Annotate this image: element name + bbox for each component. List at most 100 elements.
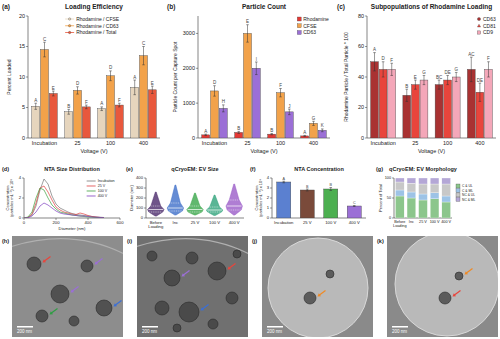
legend: Incubation25 V100 V400 V: [87, 179, 115, 198]
annotation: B: [237, 126, 240, 131]
text-line: (particles mL⁻¹) x 10⁹: [258, 179, 263, 217]
legend-swatch: [87, 190, 96, 191]
y-tick-label: 50: [387, 196, 391, 200]
x-axis-label: Voltage (V): [80, 148, 107, 154]
x-tick-label: 600: [117, 220, 125, 225]
quartile: [149, 212, 162, 213]
x-tick-label: BeforeLoading: [393, 220, 407, 228]
vesicle: [208, 319, 218, 329]
image-background: [137, 236, 248, 337]
line: [24, 186, 104, 218]
annotation: F: [118, 98, 121, 103]
panel-label: (i): [127, 238, 132, 244]
x-axis: [24, 218, 120, 219]
bar: [403, 95, 411, 138]
bar-segment: [419, 200, 428, 218]
annotation: F: [390, 58, 393, 63]
error-bar: [67, 109, 70, 114]
carbon-hole: [395, 236, 498, 336]
error-bar: [321, 129, 324, 132]
y-tick-label: 100: [136, 205, 144, 210]
y-tick: [144, 208, 146, 209]
x-tick-label: 400: [85, 220, 93, 225]
y-axis-label: Percent Loaded: [6, 59, 12, 95]
annotation: A: [133, 75, 136, 80]
y-tick-label: 40: [358, 74, 364, 80]
image-background: [12, 236, 123, 337]
error-bar: [133, 80, 136, 95]
bar: [277, 93, 285, 138]
x-tick-label: Incubation: [202, 140, 227, 146]
error-bar: [237, 131, 240, 133]
annotation: K: [321, 123, 324, 128]
quartile: [228, 210, 241, 211]
vesicle: [326, 270, 334, 278]
x-tick-label: Incubation: [274, 220, 294, 225]
title: Subpopulations of Rhodamine Loading: [371, 3, 492, 11]
bar: [435, 85, 443, 138]
error-bar: [76, 87, 79, 94]
legend-entry: 100 V: [87, 189, 108, 193]
legend-label: 25 V: [98, 184, 106, 188]
violin: [206, 195, 222, 216]
micrograph: (k)200 nm: [377, 232, 499, 337]
y-tick-label: 2000: [183, 65, 195, 71]
y-tick: [270, 208, 272, 209]
x-tick-label: Inc: [409, 220, 414, 224]
arrow: [202, 305, 208, 310]
y-tick: [270, 188, 272, 189]
legend-entry: C & UL: [456, 184, 473, 188]
x-tick-label: 400: [475, 140, 484, 146]
vesicle: [179, 302, 199, 322]
legend-entry: CD63: [477, 16, 496, 22]
error-bar: [288, 109, 291, 115]
panel-label: (c): [337, 3, 345, 11]
image-content: [387, 236, 498, 337]
quartile: [190, 206, 199, 207]
bar: [411, 85, 419, 138]
chart-panel: (a)Loading Efficiency05101520Percent Loa…: [2, 3, 160, 154]
legend-swatch: [297, 31, 301, 35]
plot-area: [371, 53, 493, 138]
vesicle: [81, 260, 93, 272]
annotation: G: [422, 70, 426, 75]
y-axis-label: Percent of Total: [378, 184, 383, 212]
legend-label: CD9: [483, 29, 493, 35]
vesicle: [69, 316, 79, 326]
annotation: A: [373, 47, 376, 52]
annotation: A: [34, 98, 37, 103]
annotation: C: [142, 41, 146, 46]
annotation: D: [109, 65, 113, 70]
x-tick-label: BeforeLoading: [148, 220, 164, 230]
bar-segment: [395, 190, 404, 196]
quartile: [151, 206, 160, 207]
quartile: [171, 203, 180, 204]
image-content: [262, 236, 373, 337]
legend-swatch: [68, 18, 70, 20]
y-tick: [26, 77, 28, 78]
error-bar: [438, 80, 441, 89]
legend-swatch: [456, 193, 460, 197]
legend: C & ULC & MLNC & ULNC & ML: [456, 184, 476, 202]
error-bar: [353, 206, 356, 207]
x-tick-label: 25: [412, 140, 418, 146]
y-tick: [22, 218, 24, 219]
vesicle: [208, 262, 226, 280]
bar-segment: [407, 183, 416, 192]
x-tick-label: 100: [106, 140, 115, 146]
plot-area: [277, 181, 362, 218]
y-tick-label: 0: [19, 215, 22, 220]
violin: [148, 192, 164, 216]
legend-label: Rhodamine / CD63: [76, 23, 119, 29]
error-bar: [279, 89, 282, 97]
legend-label: CD63: [303, 29, 316, 35]
x-tick-label: 100 V: [430, 220, 440, 224]
bar-segment: [442, 196, 451, 202]
arrow-head: [114, 303, 117, 306]
text-line: (particles mL⁻¹) x 10⁸: [9, 179, 14, 217]
panel-label: (g): [376, 166, 383, 172]
y-tick-label: 0: [192, 135, 195, 141]
legend: CD63CD81CD9: [477, 16, 496, 36]
x-tick-label: 400 V: [441, 220, 451, 224]
vesicle: [455, 272, 463, 280]
